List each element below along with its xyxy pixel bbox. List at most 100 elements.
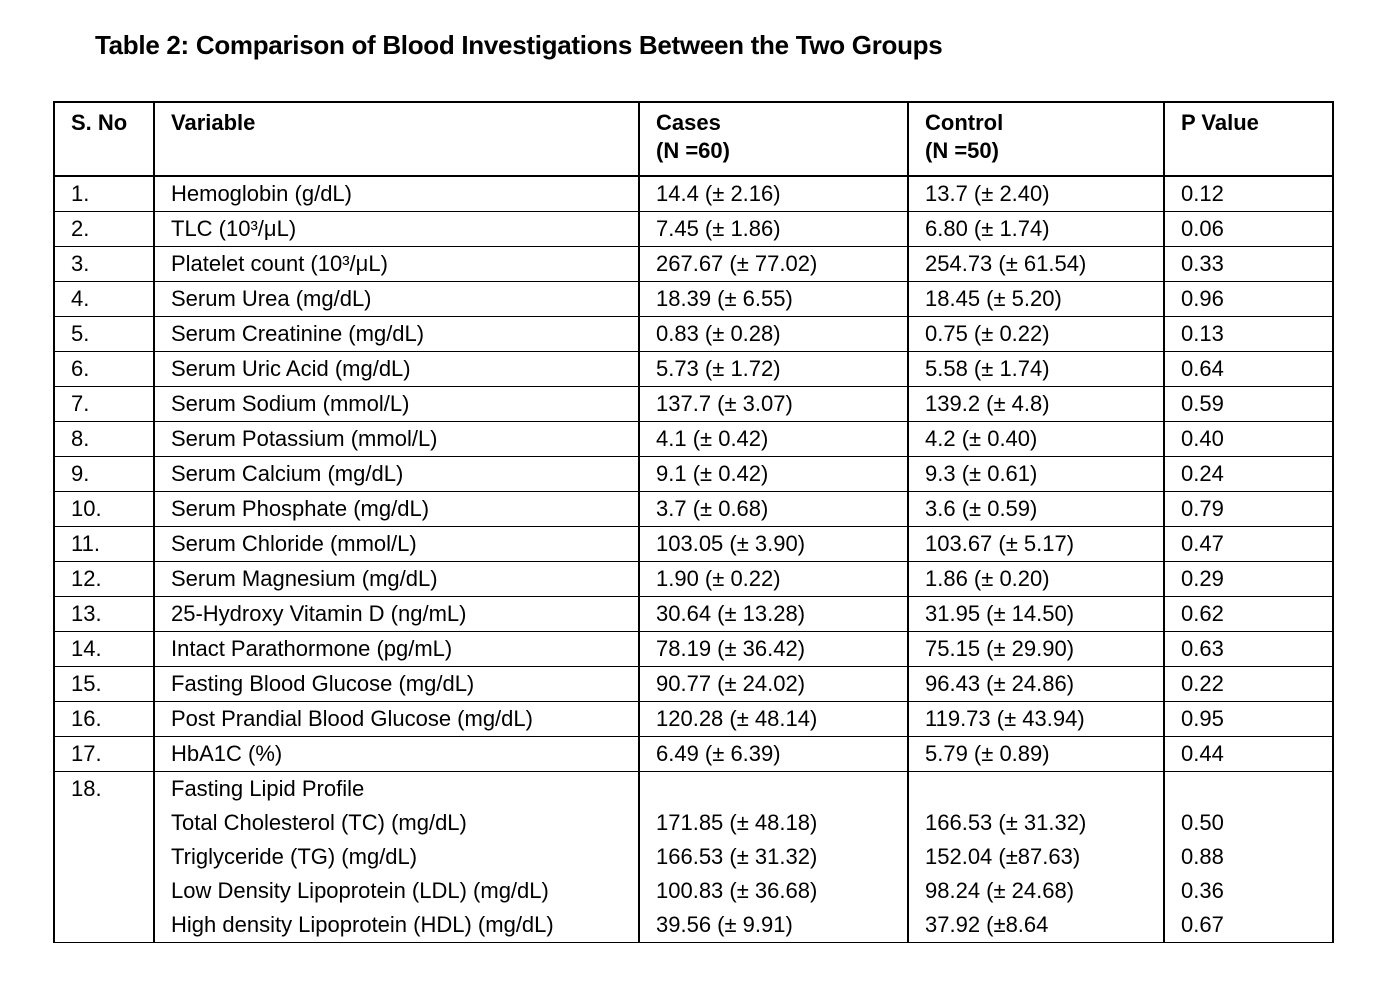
table-cell: 0.44 bbox=[1163, 736, 1334, 772]
header-cell: Control (N =50) bbox=[907, 101, 1165, 177]
sub-variable: Triglyceride (TG) (mg/dL) bbox=[171, 844, 418, 869]
table-cell: 0.12 bbox=[1163, 175, 1334, 212]
table-cell: 1.86 (± 0.20) bbox=[907, 561, 1165, 597]
table-cell: 0.96 bbox=[1163, 281, 1334, 317]
table-cell: 6.80 (± 1.74) bbox=[907, 211, 1165, 247]
table-cell: 14. bbox=[53, 631, 155, 667]
table-row: 9. Serum Calcium (mg/dL) 9.1 (± 0.42) 9.3 (… bbox=[53, 456, 1334, 492]
table-cell: Post Prandial Blood Glucose (mg/dL) bbox=[153, 701, 640, 737]
sub-value: 100.83 (± 36.68) bbox=[656, 878, 818, 903]
table-row: 2. TLC (10³/μL) 7.45 (± 1.86) 6.80 (± 1.74)… bbox=[53, 211, 1334, 247]
header-line: (N =50) bbox=[925, 138, 999, 163]
table-cell: 31.95 (± 14.50) bbox=[907, 596, 1165, 632]
table-cell: 0.75 (± 0.22) bbox=[907, 316, 1165, 352]
table-row: 13. 25-Hydroxy Vitamin D (ng/mL) 30.64 (± … bbox=[53, 596, 1334, 632]
table-cell: 139.2 (± 4.8) bbox=[907, 386, 1165, 422]
table-cell: Serum Magnesium (mg/dL) bbox=[153, 561, 640, 597]
table-cell: 15. bbox=[53, 666, 155, 702]
table-row: 1. Hemoglobin (g/dL) 14.4 (± 2.16) 13.7 (± … bbox=[53, 175, 1334, 212]
table-row: 5. Serum Creatinine (mg/dL) 0.83 (± 0.28) 0… bbox=[53, 316, 1334, 352]
table-cell: 0.13 bbox=[1163, 316, 1334, 352]
table-cell: 0.62 bbox=[1163, 596, 1334, 632]
table-cell: 11. bbox=[53, 526, 155, 562]
table-row: 12. Serum Magnesium (mg/dL) 1.90 (± 0.22) 1… bbox=[53, 561, 1334, 597]
table-cell: 0.63 bbox=[1163, 631, 1334, 667]
table-cell: 4.1 (± 0.42) bbox=[638, 421, 909, 457]
table-cell: 0.33 bbox=[1163, 246, 1334, 282]
header-row: S. No Variable Cases (N =60) Control (N =50) P… bbox=[53, 101, 1334, 177]
table-cell: HbA1C (%) bbox=[153, 736, 640, 772]
table-cell: 3.6 (± 0.59) bbox=[907, 491, 1165, 527]
table-row: 17. HbA1C (%) 6.49 (± 6.39) 5.79 (± 0.89) 0.… bbox=[53, 736, 1334, 772]
group-label: Fasting Lipid Profile bbox=[171, 776, 365, 801]
table-cell: 0.59 bbox=[1163, 386, 1334, 422]
table-cell: 2. bbox=[53, 211, 155, 247]
table-row: 4. Serum Urea (mg/dL) 18.39 (± 6.55) 18.45 … bbox=[53, 281, 1334, 317]
table-cell: 7.45 (± 1.86) bbox=[638, 211, 909, 247]
header-cell: Cases (N =60) bbox=[638, 101, 909, 177]
table-cell: Fasting Lipid Profile Total Cholesterol (… bbox=[153, 771, 640, 943]
table-cell: 14.4 (± 2.16) bbox=[638, 175, 909, 212]
table-cell: 0.24 bbox=[1163, 456, 1334, 492]
sub-value: 0.36 bbox=[1181, 878, 1224, 903]
table-cell: 75.15 (± 29.90) bbox=[907, 631, 1165, 667]
table-title: Table 2: Comparison of Blood Investigati… bbox=[95, 30, 943, 60]
table-cell: 18.45 (± 5.20) bbox=[907, 281, 1165, 317]
table-cell: 10. bbox=[53, 491, 155, 527]
table-cell: 1.90 (± 0.22) bbox=[638, 561, 909, 597]
sub-value: 0.88 bbox=[1181, 844, 1224, 869]
table-cell: 78.19 (± 36.42) bbox=[638, 631, 909, 667]
table-row: 18. Fasting Lipid Profile Total Cholestero… bbox=[53, 771, 1334, 943]
table-cell: 119.73 (± 43.94) bbox=[907, 701, 1165, 737]
table-cell: 254.73 (± 61.54) bbox=[907, 246, 1165, 282]
table-cell: Hemoglobin (g/dL) bbox=[153, 175, 640, 212]
table-cell: 5.73 (± 1.72) bbox=[638, 351, 909, 387]
table-cell: 5.58 (± 1.74) bbox=[907, 351, 1165, 387]
table-row: 16. Post Prandial Blood Glucose (mg/dL) 12… bbox=[53, 701, 1334, 737]
table-cell: 90.77 (± 24.02) bbox=[638, 666, 909, 702]
table-cell: Fasting Blood Glucose (mg/dL) bbox=[153, 666, 640, 702]
table-cell: Intact Parathormone (pg/mL) bbox=[153, 631, 640, 667]
table-cell: 3. bbox=[53, 246, 155, 282]
table-cell: Serum Uric Acid (mg/dL) bbox=[153, 351, 640, 387]
table-cell: 0.29 bbox=[1163, 561, 1334, 597]
table-cell: 3.7 (± 0.68) bbox=[638, 491, 909, 527]
sub-value: 39.56 (± 9.91) bbox=[656, 912, 793, 937]
table-cell: 7. bbox=[53, 386, 155, 422]
sub-value: 0.67 bbox=[1181, 912, 1224, 937]
table-cell: 0.95 bbox=[1163, 701, 1334, 737]
table-row: 11. Serum Chloride (mmol/L) 103.05 (± 3.90… bbox=[53, 526, 1334, 562]
table-cell: 30.64 (± 13.28) bbox=[638, 596, 909, 632]
table-cell: 5. bbox=[53, 316, 155, 352]
table-cell: 16. bbox=[53, 701, 155, 737]
table-cell: 13. bbox=[53, 596, 155, 632]
header-line: Cases bbox=[656, 110, 721, 135]
table-cell: Platelet count (10³/μL) bbox=[153, 246, 640, 282]
header-line: Control bbox=[925, 110, 1004, 135]
sub-variable: Low Density Lipoprotein (LDL) (mg/dL) bbox=[171, 878, 549, 903]
table-cell: Serum Potassium (mmol/L) bbox=[153, 421, 640, 457]
table-row: 8. Serum Potassium (mmol/L) 4.1 (± 0.42) 4.… bbox=[53, 421, 1334, 457]
table-cell: 18. bbox=[53, 771, 155, 943]
table-cell: 8. bbox=[53, 421, 155, 457]
sub-value: 171.85 (± 48.18) bbox=[656, 810, 818, 835]
table-row: 7. Serum Sodium (mmol/L) 137.7 (± 3.07) 139… bbox=[53, 386, 1334, 422]
table-cell: Serum Sodium (mmol/L) bbox=[153, 386, 640, 422]
sub-value: 98.24 (± 24.68) bbox=[925, 878, 1075, 903]
table-cell: 0.50 0.88 0.36 0.67 bbox=[1163, 771, 1334, 943]
sub-value: 152.04 (±87.63) bbox=[925, 844, 1081, 869]
table-cell: 0.40 bbox=[1163, 421, 1334, 457]
header-cell: P Value bbox=[1163, 101, 1334, 177]
table-cell: 9.3 (± 0.61) bbox=[907, 456, 1165, 492]
sub-value: 166.53 (± 31.32) bbox=[925, 810, 1087, 835]
table-cell: 0.79 bbox=[1163, 491, 1334, 527]
table-cell: 1. bbox=[53, 175, 155, 212]
table-body: 1. Hemoglobin (g/dL) 14.4 (± 2.16) 13.7 (± … bbox=[53, 175, 1334, 943]
table-cell: 9. bbox=[53, 456, 155, 492]
table-cell: 137.7 (± 3.07) bbox=[638, 386, 909, 422]
table-row: 6. Serum Uric Acid (mg/dL) 5.73 (± 1.72) 5.… bbox=[53, 351, 1334, 387]
sub-value: 0.50 bbox=[1181, 810, 1224, 835]
table-cell: 0.83 (± 0.28) bbox=[638, 316, 909, 352]
sub-value: 37.92 (±8.64 bbox=[925, 912, 1049, 937]
table-cell: 9.1 (± 0.42) bbox=[638, 456, 909, 492]
